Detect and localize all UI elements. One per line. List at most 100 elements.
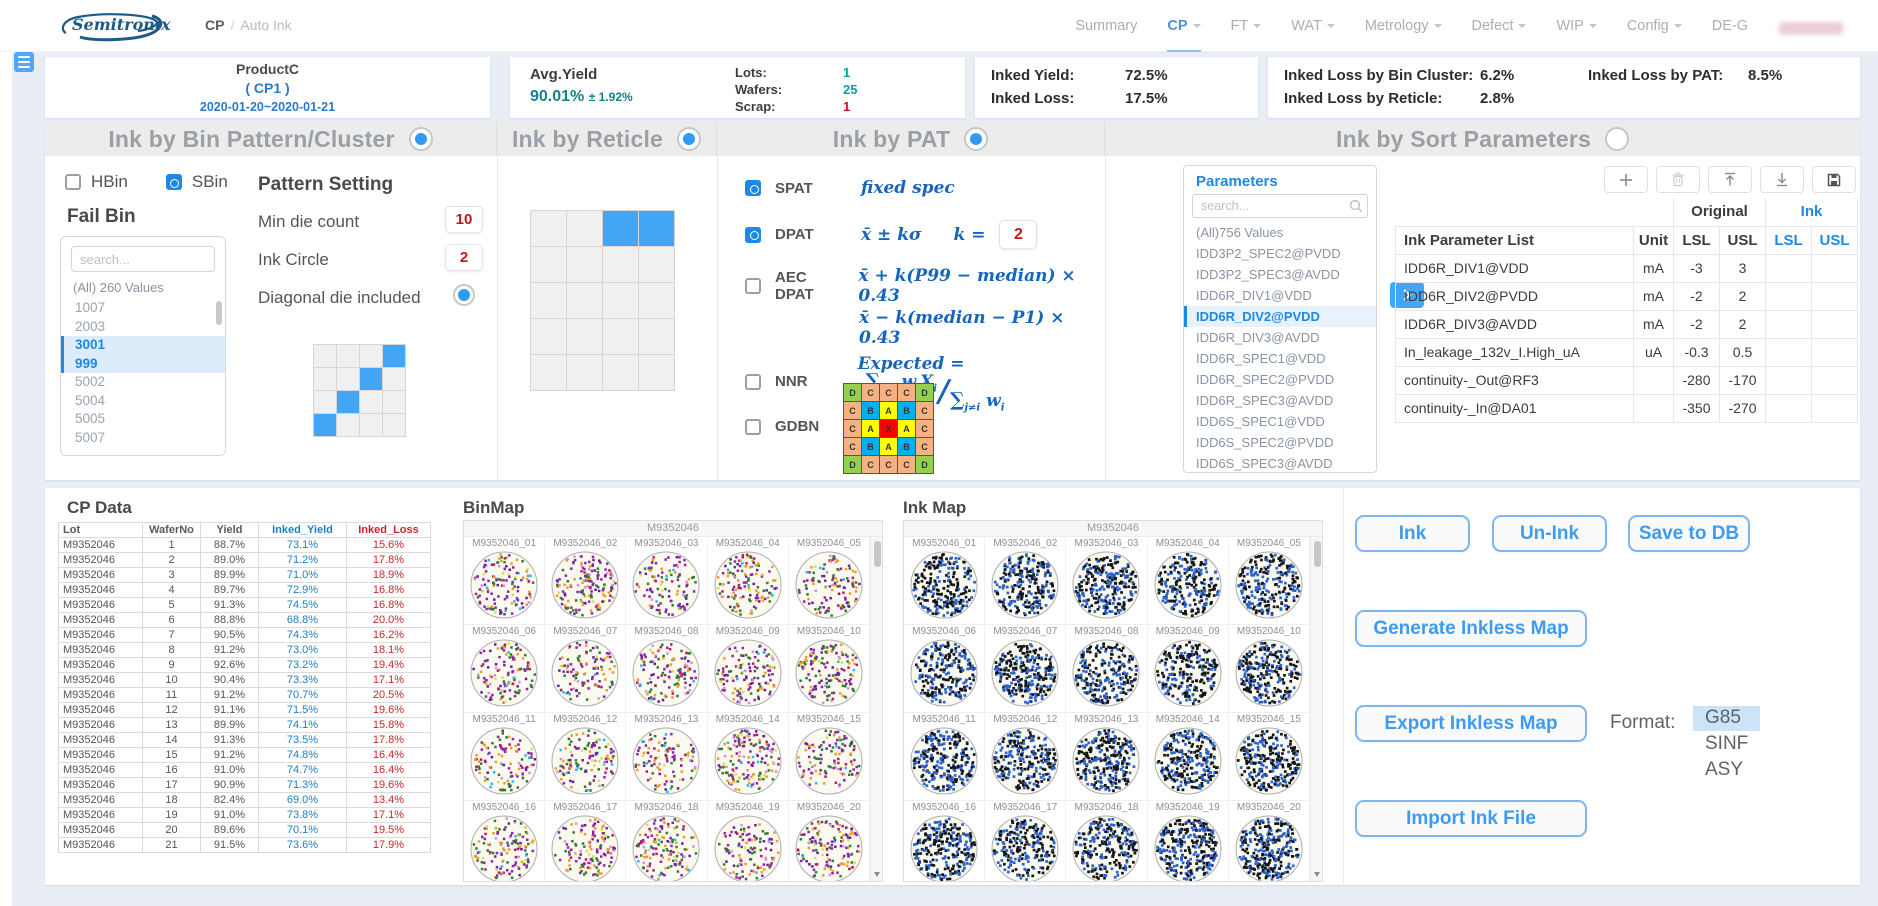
export-inkless-map-button[interactable]: Export Inkless Map — [1355, 705, 1587, 742]
wafer-map[interactable]: M9352046_16 — [464, 801, 546, 881]
table-row[interactable]: In_leakage_132v_I.High_uA uA -0.3 0.5 — [1395, 337, 1858, 367]
parameter-option[interactable]: IDD6R_SPEC3@AVDD — [1196, 392, 1334, 408]
parameter-option[interactable]: IDD3P2_SPEC2@PVDD — [1196, 245, 1341, 261]
import-ink-file-button[interactable]: Import Ink File — [1355, 800, 1587, 837]
ink-button[interactable]: Ink — [1355, 515, 1470, 552]
un-ink-button[interactable]: Un-Ink — [1492, 515, 1607, 552]
wafer-map[interactable]: M9352046_13 — [1066, 713, 1148, 801]
wafer-map[interactable]: M9352046_15 — [788, 713, 870, 801]
parameter-option[interactable]: IDD6R_SPEC1@VDD — [1196, 350, 1326, 366]
wafer-map[interactable]: M9352046_14 — [707, 713, 789, 801]
save-button[interactable] — [1812, 166, 1856, 193]
sort-params-enable-radio[interactable] — [1604, 127, 1629, 151]
wafer-map[interactable]: M9352046_19 — [1148, 801, 1229, 881]
ink-map-scrollbar[interactable] — [1310, 537, 1322, 881]
cp-data-row[interactable]: M9352046 13 89.9% 74.1% 15.8% — [58, 717, 431, 733]
cp-data-row[interactable]: M9352046 9 92.6% 73.2% 19.4% — [58, 657, 431, 673]
pat-enable-radio[interactable] — [964, 127, 989, 151]
parameter-option[interactable]: IDD3P2_SPEC3@AVDD — [1196, 266, 1340, 282]
table-row[interactable]: continuity-_Out@RF3 -280 -170 — [1395, 365, 1858, 395]
format-option-asy[interactable]: ASY — [1705, 759, 1744, 780]
aec-dpat-checkbox[interactable] — [745, 278, 761, 294]
cp-data-row[interactable]: M9352046 11 91.2% 70.7% 20.5% — [58, 687, 431, 703]
delete-row-button[interactable] — [1656, 166, 1700, 193]
wafer-map[interactable]: M9352046_08 — [1066, 625, 1148, 713]
cp-data-row[interactable]: M9352046 16 91.0% 74.7% 16.4% — [58, 762, 431, 778]
table-row[interactable]: IDD6R_DIV2@PVDD mA -2 2 — [1395, 281, 1858, 311]
wafer-map[interactable]: M9352046_02 — [985, 537, 1067, 625]
wafer-map[interactable]: M9352046_10 — [788, 625, 870, 713]
cp-data-row[interactable]: M9352046 2 89.0% 71.2% 17.8% — [58, 552, 431, 568]
hbin-checkbox[interactable] — [65, 174, 81, 190]
nav-item-wat[interactable]: WAT — [1291, 0, 1335, 52]
fail-bin-option[interactable]: 5007 — [75, 429, 106, 445]
wafer-map[interactable]: M9352046_19 — [708, 801, 789, 881]
cp-data-row[interactable]: M9352046 12 91.1% 71.5% 19.6% — [58, 702, 431, 718]
download-button[interactable] — [1760, 166, 1804, 193]
wafer-map[interactable]: M9352046_03 — [1066, 537, 1148, 625]
wafer-map[interactable]: M9352046_16 — [904, 801, 986, 881]
parameter-option[interactable]: IDD6R_SPEC2@PVDD — [1196, 371, 1335, 387]
cp-data-row[interactable]: M9352046 17 90.9% 71.3% 19.6% — [58, 777, 431, 793]
wafer-map[interactable]: M9352046_02 — [545, 537, 627, 625]
cp-data-row[interactable]: M9352046 7 90.5% 74.3% 16.2% — [58, 627, 431, 643]
wafer-map[interactable]: M9352046_04 — [707, 537, 789, 625]
wafer-map[interactable]: M9352046_10 — [1228, 625, 1310, 713]
fail-bin-option[interactable]: 5002 — [75, 374, 106, 389]
parameter-option[interactable]: IDD6S_SPEC1@VDD — [1196, 413, 1325, 429]
wafer-map[interactable]: M9352046_06 — [904, 625, 986, 713]
nav-item-defect[interactable]: Defect — [1472, 0, 1527, 52]
wafer-map[interactable]: M9352046_13 — [626, 713, 708, 801]
format-option-sinf[interactable]: SINF — [1705, 733, 1749, 754]
wafer-map[interactable]: M9352046_11 — [904, 713, 986, 801]
fail-bin-scroll-thumb[interactable] — [216, 301, 222, 325]
wafer-map[interactable]: M9352046_20 — [1229, 801, 1310, 881]
cp-data-row[interactable]: M9352046 20 89.6% 70.1% 19.5% — [58, 822, 431, 838]
cp-data-row[interactable]: M9352046 10 90.4% 73.3% 17.1% — [58, 672, 431, 688]
wafer-map[interactable]: M9352046_03 — [626, 537, 708, 625]
fail-bin-option[interactable]: 3001 — [61, 336, 225, 355]
cp-data-row[interactable]: M9352046 4 89.7% 72.9% 16.8% — [58, 582, 431, 598]
fail-bin-all-values[interactable]: (All) 260 Values — [73, 280, 164, 295]
wafer-map[interactable]: M9352046_14 — [1147, 713, 1229, 801]
wafer-map[interactable]: M9352046_12 — [985, 713, 1067, 801]
ink-circle-input[interactable]: 2 — [445, 244, 483, 271]
parameter-option[interactable]: IDD6R_DIV1@VDD — [1196, 287, 1312, 303]
nav-item-metrology[interactable]: Metrology — [1365, 0, 1442, 52]
cp-data-row[interactable]: M9352046 18 82.4% 69.0% 13.4% — [58, 792, 431, 808]
reticle-enable-radio[interactable] — [677, 127, 702, 151]
cp-data-row[interactable]: M9352046 1 88.7% 73.1% 15.6% — [58, 537, 431, 553]
cp-data-row[interactable]: M9352046 21 91.5% 73.6% 17.9% — [58, 837, 431, 853]
wafer-map[interactable]: M9352046_17 — [985, 801, 1067, 881]
wafer-map[interactable]: M9352046_01 — [904, 537, 986, 625]
wafer-map[interactable]: M9352046_11 — [464, 713, 546, 801]
menu-toggle-icon[interactable] — [14, 52, 34, 72]
nav-item-de-g[interactable]: DE-G — [1711, 18, 1748, 34]
cp-data-row[interactable]: M9352046 5 91.3% 74.5% 16.8% — [58, 597, 431, 613]
wafer-map[interactable]: M9352046_17 — [545, 801, 627, 881]
nav-item-wip[interactable]: WIP — [1556, 0, 1597, 52]
wafer-map[interactable]: M9352046_05 — [1228, 537, 1310, 625]
wafer-map[interactable]: M9352046_04 — [1147, 537, 1229, 625]
parameter-option[interactable]: IDD6R_DIV3@AVDD — [1196, 329, 1320, 345]
wafer-map[interactable]: M9352046_18 — [626, 801, 708, 881]
nnr-checkbox[interactable] — [745, 373, 761, 390]
cp-data-row[interactable]: M9352046 6 88.8% 68.8% 20.0% — [58, 612, 431, 628]
reticle-grid[interactable] — [530, 210, 675, 391]
table-row[interactable]: continuity-_In@DA01 -350 -270 — [1395, 393, 1858, 423]
cp-data-row[interactable]: M9352046 14 91.3% 73.5% 17.8% — [58, 732, 431, 748]
wafer-map[interactable]: M9352046_18 — [1066, 801, 1148, 881]
min-die-count-input[interactable]: 10 — [445, 206, 483, 233]
wafer-map[interactable]: M9352046_05 — [788, 537, 870, 625]
cp-data-row[interactable]: M9352046 19 91.0% 73.8% 17.1% — [58, 807, 431, 823]
spat-checkbox[interactable] — [745, 180, 761, 196]
nav-item-config[interactable]: Config — [1627, 0, 1682, 52]
save-to-db-button[interactable]: Save to DB — [1628, 515, 1750, 552]
nav-item-cp[interactable]: CP — [1167, 0, 1201, 52]
fail-bin-search-input[interactable] — [71, 246, 215, 272]
parameter-option[interactable]: IDD6S_SPEC3@AVDD — [1196, 455, 1333, 471]
diagonal-die-radio[interactable] — [453, 284, 475, 306]
wafer-map[interactable]: M9352046_01 — [464, 537, 546, 625]
nav-item-ft[interactable]: FT — [1231, 0, 1262, 52]
cp-data-row[interactable]: M9352046 8 91.2% 73.0% 18.1% — [58, 642, 431, 658]
